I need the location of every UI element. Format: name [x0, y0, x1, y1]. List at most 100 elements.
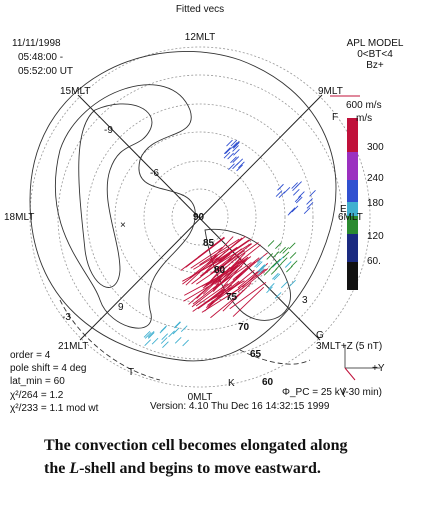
contour-label: 9	[118, 302, 124, 313]
lat-label: 70	[238, 322, 250, 333]
vector	[174, 321, 181, 329]
mlt-label: 3MLT+Z (5 nT)	[316, 341, 382, 352]
caption: the L-shell and begins to move eastward.	[44, 460, 321, 477]
title: Fitted vecs	[176, 4, 224, 15]
vector	[184, 274, 223, 296]
vector	[206, 236, 234, 265]
vector	[284, 261, 292, 268]
vector	[275, 242, 282, 250]
imf-clock	[344, 345, 380, 381]
vector	[256, 256, 264, 263]
lat-circle	[29, 46, 371, 388]
mlt-label: 18MLT	[4, 212, 34, 223]
vector	[159, 326, 167, 334]
mlt-label: 15MLT	[60, 86, 90, 97]
vector	[254, 260, 261, 268]
vector	[185, 254, 219, 286]
vector	[214, 256, 252, 285]
lat-circle	[114, 131, 286, 303]
colorbar-tick: 240	[367, 173, 384, 184]
colorbar-tick: 180	[367, 198, 384, 209]
vector	[232, 162, 239, 170]
vector	[237, 268, 269, 293]
vector	[288, 242, 296, 250]
vector	[266, 253, 274, 260]
vector	[188, 274, 223, 305]
station-label: G	[316, 330, 324, 341]
vector	[144, 332, 152, 339]
vector	[291, 205, 299, 213]
vector	[143, 330, 151, 338]
param: χ²/264 = 1.2	[10, 390, 64, 401]
vector	[180, 325, 188, 333]
colorbar-tick: 60.	[367, 256, 381, 267]
vector	[303, 207, 311, 215]
vector	[295, 196, 303, 204]
vector	[274, 292, 282, 299]
lat-label: 85	[203, 238, 215, 249]
vector	[162, 341, 169, 348]
vector	[210, 289, 246, 319]
vector	[230, 139, 238, 147]
vector	[226, 139, 233, 147]
vector	[223, 147, 231, 155]
vector	[309, 190, 316, 197]
imf-vector	[344, 367, 356, 381]
vector	[279, 246, 286, 254]
vector	[257, 268, 265, 275]
vector	[214, 249, 245, 274]
vector	[232, 286, 265, 317]
vector	[185, 237, 225, 268]
mlt-label: 6MLT	[338, 212, 363, 223]
param: order = 4	[10, 350, 51, 361]
contour	[54, 84, 196, 329]
vector	[174, 337, 182, 344]
vector	[226, 261, 256, 289]
vector	[232, 142, 240, 149]
imf-label: +Y	[372, 363, 385, 374]
colorbar-unit: m/s	[356, 113, 372, 124]
polar-grid	[29, 46, 371, 388]
vector	[231, 142, 238, 149]
colorbar-segment	[347, 216, 358, 234]
vector	[202, 266, 231, 295]
vector	[228, 163, 235, 171]
vector	[147, 332, 155, 339]
contour-label: -6	[150, 168, 159, 179]
colorbar-segment	[347, 118, 358, 152]
contour	[29, 51, 337, 362]
vector	[218, 239, 250, 262]
vector	[232, 141, 240, 148]
vector	[230, 156, 237, 164]
mlt-label: 9MLT	[318, 86, 343, 97]
vector	[147, 331, 155, 338]
colorbar-segment	[347, 152, 358, 180]
time: 05:48:00 -	[18, 52, 63, 63]
vector	[151, 337, 159, 345]
param: lat_min = 60	[10, 376, 65, 387]
vector	[280, 281, 288, 289]
lat-circle	[57, 74, 343, 360]
vector	[266, 286, 273, 294]
lat-circle	[143, 160, 257, 274]
imf-label: (-30 min)	[342, 387, 382, 398]
station-label: K	[228, 378, 235, 389]
vector	[306, 201, 314, 209]
vector	[292, 184, 299, 192]
vector	[263, 269, 271, 276]
center-label: 90	[193, 212, 205, 223]
vector	[258, 264, 265, 272]
vector	[267, 240, 275, 247]
vector	[298, 191, 305, 198]
vector	[272, 260, 279, 268]
vector	[229, 281, 267, 310]
contour	[59, 299, 161, 381]
vector	[255, 261, 263, 268]
vector	[205, 273, 243, 304]
vector	[282, 251, 290, 259]
model: 0<BT<4	[357, 49, 393, 60]
mlt-label: 12MLT	[185, 32, 215, 43]
vector	[233, 148, 240, 156]
vector	[212, 262, 252, 290]
vector	[216, 257, 245, 288]
